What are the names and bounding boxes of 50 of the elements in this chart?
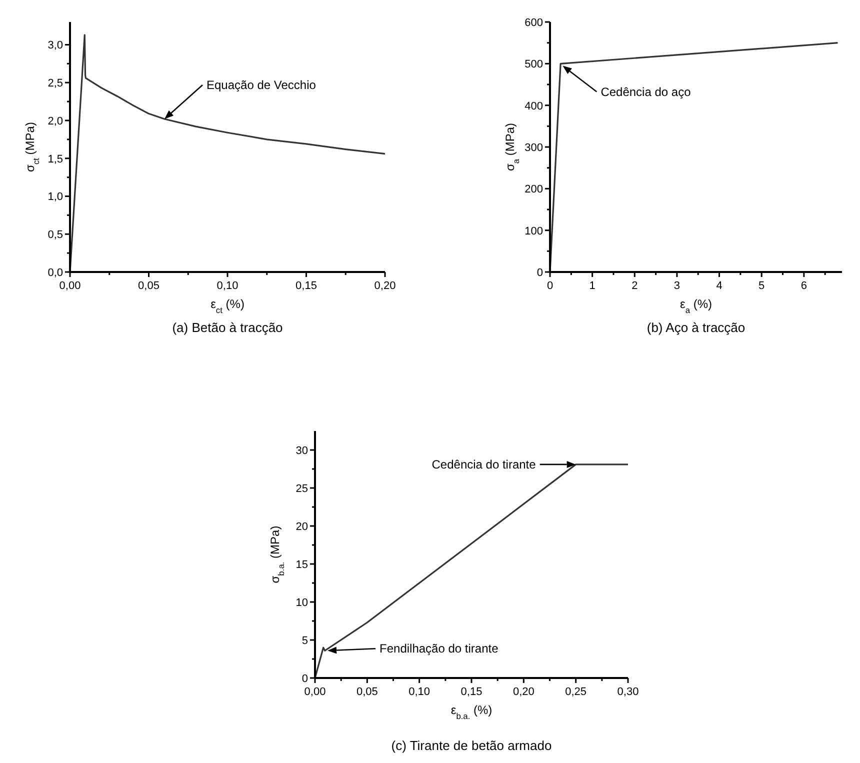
text: (c) Tirante de betão armado	[391, 738, 552, 753]
x-tick-label: 0,10	[216, 280, 238, 292]
y-tick-label: 200	[524, 184, 543, 196]
annotation: Fendilhação do tirante	[380, 642, 499, 656]
x-axis-title: ε$_{a}$ (%)	[680, 297, 712, 315]
y-tick-label: 100	[524, 225, 543, 238]
y-tick-label: 300	[524, 142, 543, 154]
x-tick-label: 0	[546, 280, 554, 292]
y-tick-label: 1,5	[48, 153, 63, 166]
text: (b) Aço à tracção	[646, 320, 746, 335]
y-tick-label: 5	[302, 635, 308, 647]
y-tick-label: 2,0	[48, 115, 63, 128]
y-tick-label: 30	[296, 445, 308, 457]
x-tick-label: 0,15	[296, 280, 317, 292]
y-tick-label: 500	[524, 58, 543, 71]
y-tick-label: 0	[536, 267, 543, 279]
x-tick-label: 0,15	[460, 686, 482, 698]
x-tick-label: 5	[758, 280, 765, 292]
annotation: Equação de Vecchio	[206, 78, 316, 92]
x-tick-label: 0,00	[304, 686, 326, 698]
y-tick-label: 0	[302, 673, 308, 685]
y-tick-label: 15	[296, 559, 308, 571]
x-tick-label: 0,05	[138, 280, 160, 292]
x-tick-label: 2	[632, 280, 638, 292]
annotation: Cedência do aço	[600, 84, 692, 99]
x-tick-label: 0,20	[374, 280, 396, 292]
x-tick-label: 0,10	[408, 686, 430, 698]
y-tick-label: 600	[524, 17, 543, 29]
x-axis-title: ε$_{ct}$ (%)	[210, 297, 244, 315]
x-tick-label: 4	[716, 280, 722, 292]
y-tick-label: 25	[296, 483, 308, 495]
x-tick-label: 6	[800, 280, 807, 292]
x-tick-label: 0,25	[565, 686, 587, 698]
y-tick-label: 3,0	[48, 40, 63, 52]
y-tick-label: 0,5	[48, 229, 63, 242]
y-tick-label: 1,0	[48, 191, 63, 204]
y-tick-label: 20	[296, 521, 308, 533]
x-axis-title: ε$_{b.a.}$ (%)	[450, 703, 492, 721]
y-tick-label: 10	[296, 597, 308, 609]
x-tick-label: 0,30	[617, 686, 639, 698]
x-tick-label: 0,00	[59, 280, 81, 292]
y-tick-label: 0,0	[48, 267, 63, 279]
x-tick-label: 1	[589, 280, 596, 292]
y-tick-label: 400	[524, 100, 543, 112]
annotation: Cedência do tirante	[432, 457, 536, 472]
x-tick-label: 3	[674, 280, 680, 292]
text: (a) Betão à tracção	[172, 320, 283, 335]
y-tick-label: 2,5	[48, 78, 63, 90]
x-tick-label: 0,05	[356, 686, 378, 698]
x-tick-label: 0,20	[512, 686, 534, 698]
